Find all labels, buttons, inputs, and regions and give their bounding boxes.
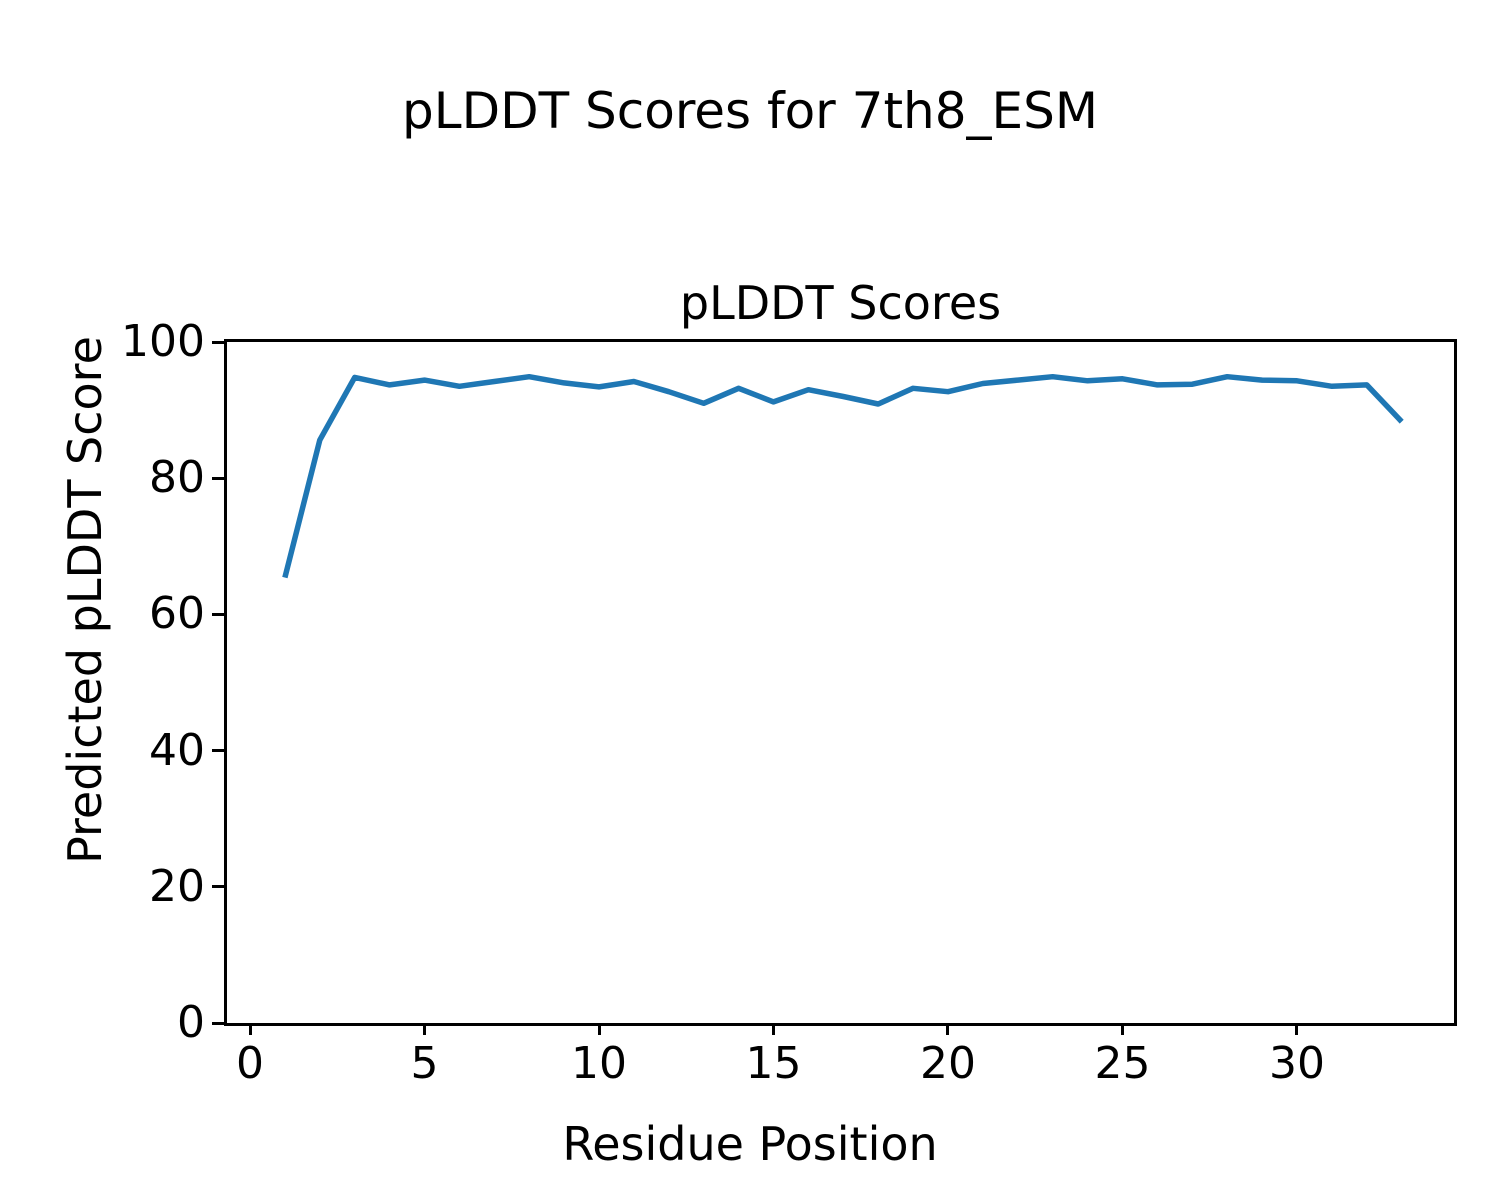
plot-area [282, 373, 1404, 579]
x-tick-label: 20 [919, 1038, 976, 1089]
axes-box [224, 339, 1457, 1026]
x-tick-mark [1295, 1023, 1299, 1035]
x-tick-label: 15 [745, 1038, 802, 1089]
x-tick-mark [946, 1023, 950, 1035]
x-tick-mark [423, 1023, 427, 1035]
y-tick-label: 0 [177, 997, 205, 1048]
axes-title: pLDDT Scores [679, 276, 1002, 330]
figure-title: pLDDT Scores for 7th8_ESM [401, 82, 1099, 140]
x-tick-mark [597, 1023, 601, 1035]
y-tick-mark [212, 476, 224, 480]
y-tick-mark [212, 885, 224, 889]
y-axis-label: Predicted pLDDT Score [58, 336, 112, 864]
y-tick-label: 80 [149, 452, 205, 504]
x-tick-label: 0 [236, 1038, 265, 1089]
y-tick-label: 60 [149, 588, 205, 640]
x-tick-label: 5 [410, 1038, 439, 1089]
x-tick-mark [248, 1023, 252, 1035]
x-tick-label: 30 [1268, 1038, 1325, 1089]
y-tick-label: 100 [121, 316, 205, 367]
x-tick-mark [1120, 1023, 1124, 1035]
x-tick-label: 25 [1094, 1038, 1151, 1089]
y-tick-mark [212, 340, 224, 344]
x-tick-mark [771, 1023, 775, 1035]
plddt-line [282, 373, 1404, 579]
y-tick-mark [212, 612, 224, 616]
y-tick-mark [212, 1021, 224, 1025]
y-tick-label: 40 [149, 724, 205, 776]
y-tick-mark [212, 749, 224, 753]
x-tick-label: 10 [571, 1038, 627, 1089]
y-tick-label: 20 [149, 860, 205, 912]
x-axis-label: Residue Position [562, 1117, 938, 1171]
